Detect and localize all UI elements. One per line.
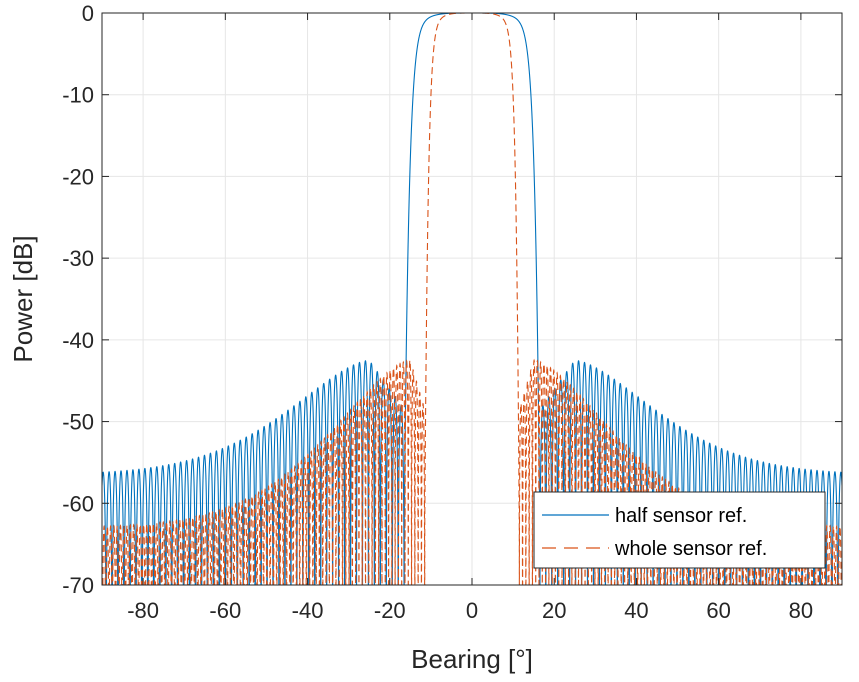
x-ticks: -80 -60 -40 -20 0 20 40 60 80: [127, 13, 813, 623]
legend-box: [533, 491, 826, 569]
x-tick-label: 60: [706, 598, 730, 623]
y-tick-label: -10: [62, 83, 94, 108]
y-tick-label: -50: [62, 410, 94, 435]
y-tick-label: -60: [62, 491, 94, 516]
x-tick-label: 0: [466, 598, 478, 623]
y-axis-label: Power [dB]: [8, 235, 38, 362]
y-tick-label: 0: [82, 1, 94, 26]
x-tick-label: -20: [374, 598, 406, 623]
x-tick-label: 80: [789, 598, 813, 623]
x-tick-label: -60: [209, 598, 241, 623]
y-tick-label: -40: [62, 328, 94, 353]
legend-label-half-sensor: half sensor ref.: [615, 505, 747, 527]
y-ticks: 0 -10 -20 -30 -40 -50 -60 -70: [62, 1, 842, 598]
x-axis-label: Bearing [°]: [411, 644, 533, 674]
y-tick-label: -20: [62, 164, 94, 189]
x-tick-label: -80: [127, 598, 159, 623]
x-tick-label: 20: [542, 598, 566, 623]
x-tick-label: -40: [292, 598, 324, 623]
legend: half sensor ref. whole sensor ref.: [533, 491, 826, 569]
x-tick-label: 40: [624, 598, 648, 623]
legend-label-whole-sensor: whole sensor ref.: [614, 538, 767, 560]
y-tick-label: -30: [62, 246, 94, 271]
y-tick-label: -70: [62, 573, 94, 598]
